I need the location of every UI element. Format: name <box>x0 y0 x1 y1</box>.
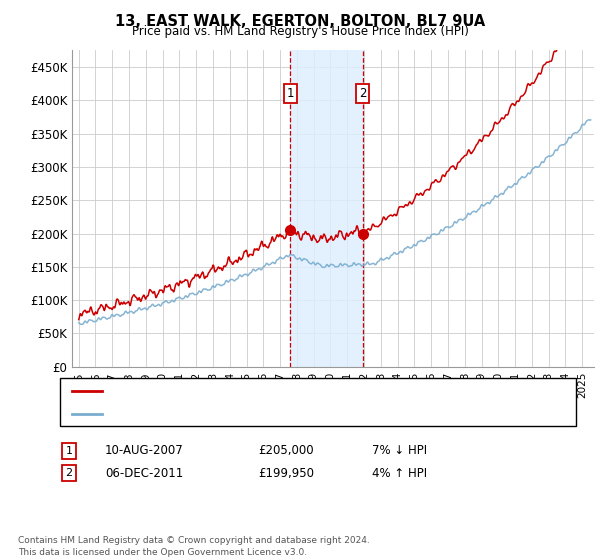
Text: 13, EAST WALK, EGERTON, BOLTON, BL7 9UA: 13, EAST WALK, EGERTON, BOLTON, BL7 9UA <box>115 14 485 29</box>
Text: Contains HM Land Registry data © Crown copyright and database right 2024.
This d: Contains HM Land Registry data © Crown c… <box>18 536 370 557</box>
Text: £205,000: £205,000 <box>258 444 314 458</box>
Text: 2: 2 <box>65 468 73 478</box>
Text: Price paid vs. HM Land Registry's House Price Index (HPI): Price paid vs. HM Land Registry's House … <box>131 25 469 38</box>
Text: £199,950: £199,950 <box>258 466 314 480</box>
Text: 06-DEC-2011: 06-DEC-2011 <box>105 466 183 480</box>
Text: 1: 1 <box>287 87 294 100</box>
Bar <box>290 50 363 367</box>
Text: 4% ↑ HPI: 4% ↑ HPI <box>372 466 427 480</box>
Text: 1: 1 <box>65 446 73 456</box>
Text: 13, EAST WALK, EGERTON, BOLTON, BL7 9UA (detached house): 13, EAST WALK, EGERTON, BOLTON, BL7 9UA … <box>108 386 461 396</box>
Text: 7% ↓ HPI: 7% ↓ HPI <box>372 444 427 458</box>
Text: 2: 2 <box>359 87 367 100</box>
Text: HPI: Average price, detached house, Bolton: HPI: Average price, detached house, Bolt… <box>108 409 350 419</box>
Text: 10-AUG-2007: 10-AUG-2007 <box>105 444 184 458</box>
